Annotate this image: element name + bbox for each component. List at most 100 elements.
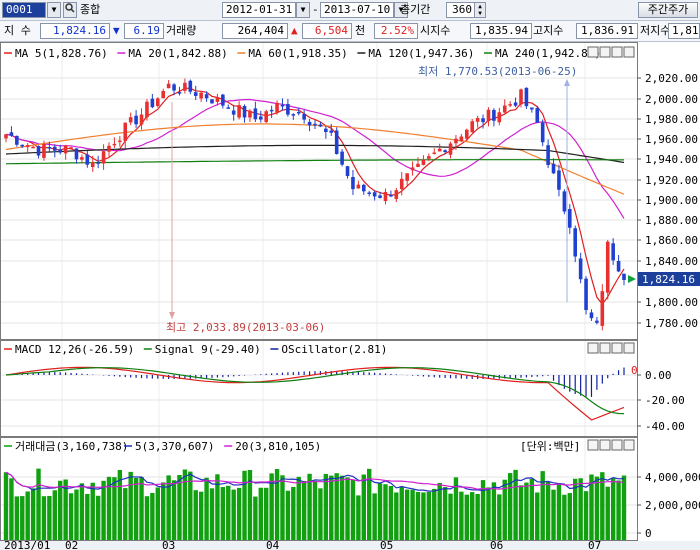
panel-control-button[interactable] (611, 342, 623, 354)
candle-body (356, 184, 361, 189)
candle-body (389, 194, 393, 197)
candle-body (416, 163, 420, 168)
candle-body (464, 129, 469, 139)
candle-body (557, 170, 561, 190)
code-dropdown-button[interactable]: ▼ (47, 2, 61, 18)
volume-bar (161, 482, 166, 540)
panel-control-button[interactable] (599, 342, 611, 354)
candle-body (199, 92, 203, 99)
panel-control-button[interactable] (611, 46, 623, 58)
volume-bar (372, 493, 377, 540)
volume-bar (334, 473, 339, 540)
volume-bar (14, 496, 20, 540)
period-input[interactable]: 360 (446, 2, 476, 18)
candle-body (155, 98, 160, 107)
candle-body (188, 80, 193, 92)
panel-control-button[interactable] (587, 439, 599, 451)
volume-bar (535, 492, 540, 540)
candle-body (470, 121, 475, 133)
candle-body (52, 146, 57, 151)
y-tick-label: 1,880.00 (645, 214, 698, 227)
high-annotation: 최고 2,033.89(2013-03-06) (166, 321, 325, 334)
panel-control-button[interactable] (599, 46, 611, 58)
volume-legend: 거래대금(3,160,738) 5(3,370,607) 20(3,810,105) (4, 440, 321, 453)
x-tick-label: 06 (490, 539, 503, 550)
volume-bar (594, 476, 600, 540)
panel-control-button[interactable] (587, 342, 599, 354)
volume-bar (524, 482, 529, 540)
volume-bar (583, 491, 589, 540)
x-tick-label: 02 (65, 539, 78, 550)
panel-control-button[interactable] (623, 46, 635, 58)
candle-body (372, 192, 377, 197)
end-date-input[interactable]: 2013-07-10 (320, 2, 394, 18)
price-legend: MA 5(1,828.76) MA 20(1,842.88) MA 60(1,918… (4, 47, 601, 60)
candle-body (622, 273, 626, 280)
volume-bar (573, 478, 578, 540)
volume-bar (545, 481, 551, 540)
candle-body (15, 135, 19, 145)
volume-bar (518, 485, 524, 540)
volume-panel: 거래대금(3,160,738) 5(3,370,607) 20(3,810,105)… (0, 437, 700, 541)
candle-body (351, 176, 355, 190)
candle-body (134, 115, 138, 125)
volume-bar (323, 473, 329, 540)
candle-body (540, 122, 545, 143)
candle-body (291, 114, 296, 116)
volume-bar (361, 474, 366, 540)
y-tick-label: 2,020.00 (645, 72, 698, 85)
y-tick-label: 1,860.00 (645, 234, 698, 247)
candle-body (410, 167, 415, 171)
macd-panel: MACD 12,26(-26.59) Signal 9(-29.40) OScill… (0, 340, 685, 437)
volume-bars (3, 468, 627, 540)
volume-bar (600, 472, 605, 540)
candle-body (399, 178, 404, 190)
stock-chart[interactable]: 최저 1,770.53(2013-06-25) 최고 2,033.89(2013… (0, 42, 700, 550)
candle-body (475, 117, 480, 122)
candle-body (90, 162, 95, 168)
change-value: 6.19 (124, 23, 164, 39)
candle-body (318, 124, 323, 127)
candle-body (530, 107, 534, 110)
candle-body (145, 101, 149, 118)
candle-body (296, 111, 301, 114)
legend-entry-vol20: 20(3,810,105) (235, 440, 321, 453)
panel-control-button[interactable] (599, 439, 611, 451)
end-date-dropdown[interactable]: ▼ (394, 2, 408, 18)
candle-body (492, 109, 496, 121)
candle-body (264, 111, 269, 123)
search-button[interactable] (63, 2, 77, 18)
code-input[interactable]: 0001 (2, 2, 46, 18)
current-price-label: 1,824.16 (642, 273, 695, 286)
volume-bar (540, 471, 545, 540)
legend-entry-ma5: MA 5(1,828.76) (15, 47, 108, 60)
panel-control-button[interactable] (611, 439, 623, 451)
index-value: 1,824.16 (40, 23, 110, 39)
low-label: 저지수 (640, 24, 671, 37)
volume-bar (226, 485, 231, 540)
volume-bar (231, 489, 236, 540)
panel-control-button[interactable] (623, 342, 635, 354)
volume-bar (578, 478, 583, 540)
volume-bar (567, 493, 572, 540)
panel-control-button[interactable] (623, 439, 635, 451)
macd-legend: MACD 12,26(-26.59) Signal 9(-29.40) OScill… (4, 343, 387, 356)
volume-bar (74, 489, 79, 540)
volume-bar (312, 480, 318, 540)
panel-control-button[interactable] (587, 46, 599, 58)
volume-bar (475, 493, 480, 540)
start-date-dropdown[interactable]: ▼ (296, 2, 310, 18)
volume-bar (291, 486, 296, 540)
weekly-button[interactable]: 주간주가 (638, 2, 698, 18)
y-tick-label: 2,000.00 (645, 93, 698, 106)
candle-body (459, 136, 464, 142)
volume-bar (296, 476, 301, 540)
volume-bar (155, 487, 160, 540)
candle-body (183, 82, 187, 91)
candle-body (150, 98, 155, 108)
start-date-input[interactable]: 2012-01-31 (222, 2, 296, 18)
volume-bar (215, 474, 220, 540)
period-spinner[interactable]: ▲ ▼ (474, 2, 486, 18)
volume-bar (426, 491, 432, 540)
macd-y-axis: 0.00 -20.00 -40.00 (637, 369, 685, 433)
